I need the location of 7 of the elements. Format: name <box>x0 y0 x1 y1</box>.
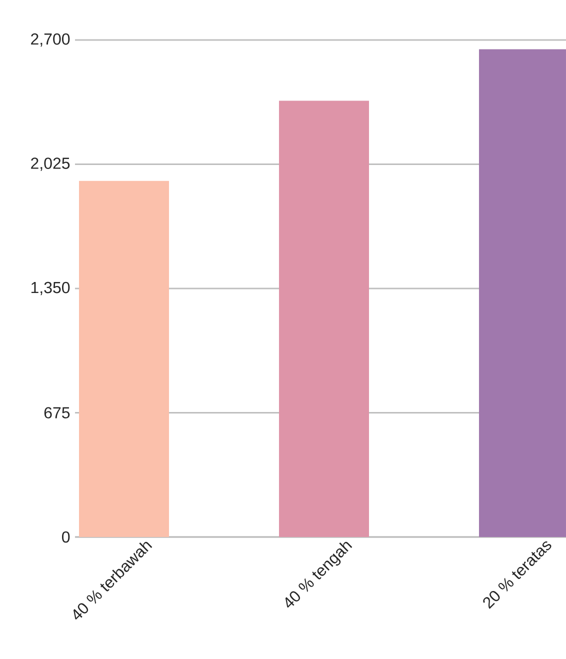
y-tick-label: 1,350 <box>31 282 70 296</box>
y-tick-label: 675 <box>44 407 70 418</box>
y-tick-label: 2,700 <box>31 33 70 47</box>
y-tick-label: 2,025 <box>31 158 70 171</box>
bar <box>78 180 169 537</box>
y-tick-label: 0 <box>62 531 70 543</box>
bar <box>278 100 369 537</box>
